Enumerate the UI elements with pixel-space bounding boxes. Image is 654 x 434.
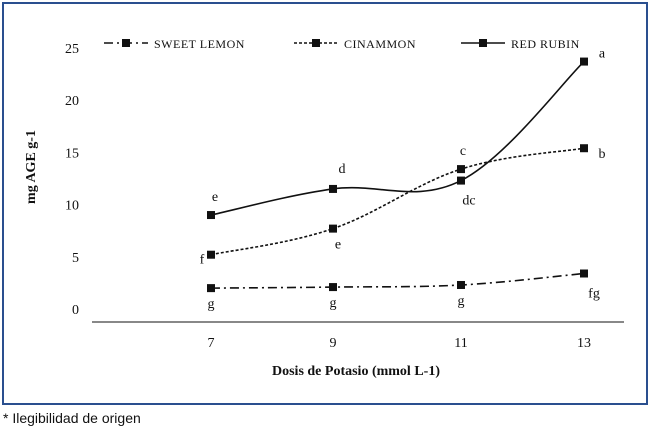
data-label: d: [339, 162, 346, 177]
series-line: [210, 60, 585, 216]
data-point-marker: [329, 283, 337, 292]
x-tick-labels: 7 9 11 13: [208, 336, 592, 351]
line-chart: SWEET LEMON CINAMMON RED RUBIN 0510152025 …: [24, 37, 624, 379]
data-point-marker: [457, 165, 465, 174]
data-point-marker: [457, 280, 465, 289]
data-label: b: [599, 147, 606, 162]
data-point-marker: [329, 184, 337, 193]
y-tick-label: 20: [65, 94, 79, 109]
data-label: g: [330, 296, 337, 311]
series-red-rubin: e d dc a: [207, 47, 606, 220]
data-point-marker: [207, 211, 215, 220]
y-tick-labels: 0 5 10 15 20 25: [65, 42, 79, 318]
legend: SWEET LEMON CINAMMON RED RUBIN: [104, 37, 580, 51]
series-cinammon: f e c b: [200, 144, 606, 268]
series-group: g g g fg f e c b e d dc a: [200, 47, 606, 313]
data-label: c: [460, 144, 466, 159]
data-label: dc: [462, 194, 475, 209]
data-label: g: [208, 297, 215, 312]
x-axis-title: Dosis de Potasio (mmol L-1): [272, 364, 440, 379]
data-point-marker: [580, 57, 588, 66]
data-point-marker: [580, 144, 588, 153]
y-tick-label: 15: [65, 146, 79, 161]
data-point-marker: [457, 176, 465, 185]
legend-label: SWEET LEMON: [154, 37, 245, 51]
series-line: [210, 147, 585, 256]
data-point-marker: [580, 269, 588, 278]
data-label: a: [599, 47, 606, 62]
data-point-marker: [329, 224, 337, 233]
y-tick-label: 10: [65, 199, 79, 214]
chart-frame: SWEET LEMON CINAMMON RED RUBIN 0 5 10 15 20 25 …: [2, 2, 648, 405]
footnote: * Ilegibilidad de origen: [3, 410, 141, 426]
data-label: g: [458, 294, 465, 309]
y-axis-title: mg AGE g-1: [24, 130, 39, 204]
legend-marker: [312, 39, 320, 47]
x-tick-label: 11: [454, 336, 467, 351]
y-tick-label: 25: [65, 42, 79, 57]
legend-marker: [122, 39, 130, 47]
x-tick-label: 7: [208, 336, 215, 351]
data-point-marker: [207, 284, 215, 293]
data-point-marker: [207, 250, 215, 259]
y-tick-label: 5: [72, 251, 79, 266]
legend-marker: [479, 39, 487, 47]
data-label: e: [212, 190, 218, 205]
legend-label: RED RUBIN: [511, 37, 580, 51]
data-label: f: [200, 253, 205, 268]
legend-label: CINAMMON: [344, 37, 416, 51]
data-label: e: [335, 238, 341, 253]
y-tick-label: 0: [72, 303, 79, 318]
data-label: fg: [588, 287, 600, 302]
x-tick-label: 13: [577, 336, 591, 351]
series-line: [210, 272, 585, 289]
series-sweet-lemon: g g g fg: [207, 269, 600, 312]
x-tick-label: 9: [330, 336, 337, 351]
